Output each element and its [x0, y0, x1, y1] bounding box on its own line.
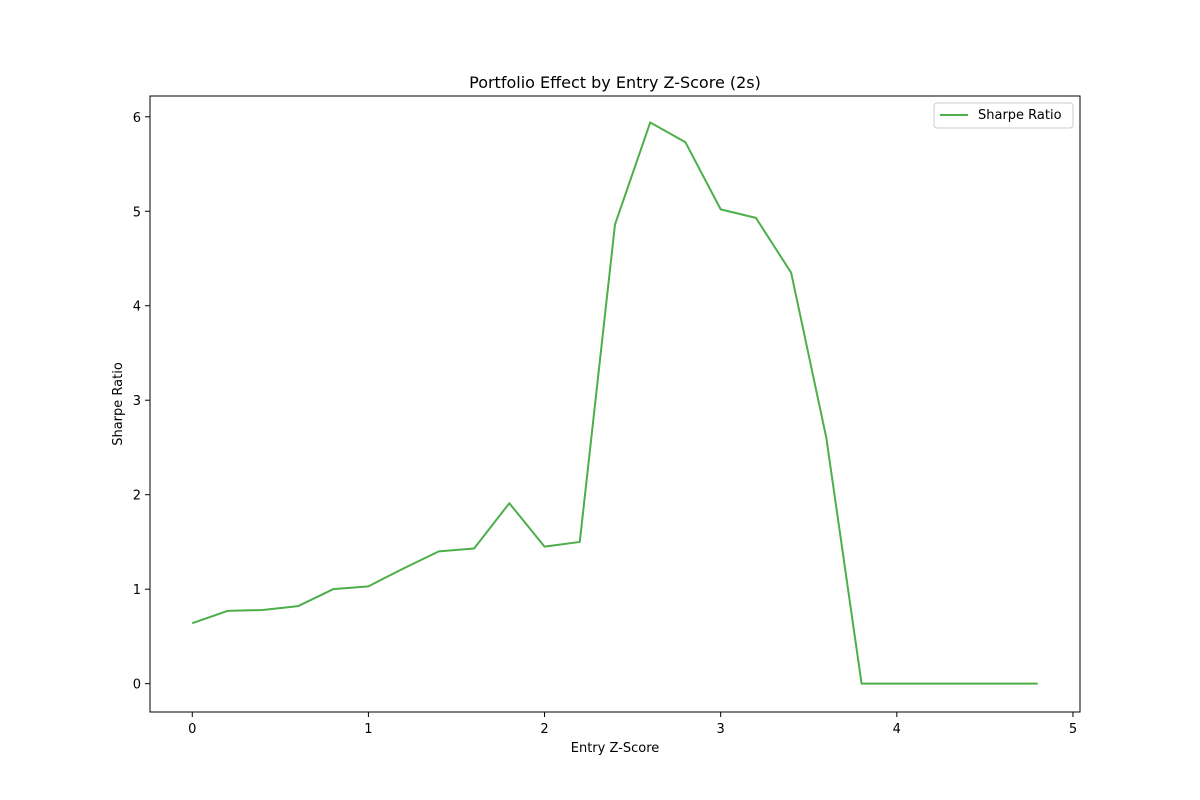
- data-point: [823, 435, 829, 441]
- y-tick-label: 3: [133, 394, 141, 409]
- y-axis-label: Sharpe Ratio: [111, 362, 126, 446]
- data-point: [471, 546, 477, 552]
- x-tick-label: 1: [364, 722, 372, 737]
- x-tick-label: 0: [188, 722, 196, 737]
- data-point: [295, 603, 301, 609]
- data-point: [859, 681, 865, 687]
- y-tick-label: 1: [133, 583, 141, 598]
- data-point: [788, 270, 794, 276]
- series-layer: [189, 119, 1041, 687]
- y-tick-label: 0: [133, 678, 141, 693]
- legend-label: Sharpe Ratio: [978, 108, 1062, 123]
- y-axis: 0 1 2 3 4 5 6: [133, 111, 150, 693]
- y-tick-label: 4: [133, 300, 141, 315]
- data-point: [612, 221, 618, 227]
- data-point: [1035, 681, 1041, 687]
- y-tick-label: 5: [133, 205, 141, 220]
- data-point: [506, 500, 512, 506]
- data-point: [401, 565, 407, 571]
- chart-title: Portfolio Effect by Entry Z-Score (2s): [469, 73, 761, 92]
- legend: Sharpe Ratio: [933, 102, 1074, 129]
- x-tick-label: 3: [717, 722, 725, 737]
- data-point: [682, 139, 688, 145]
- data-point: [753, 215, 759, 221]
- data-point: [225, 608, 231, 614]
- legend-box: [933, 102, 1074, 129]
- data-point: [189, 620, 195, 626]
- data-point: [542, 544, 548, 550]
- data-point: [260, 607, 266, 613]
- x-tick-label: 5: [1069, 722, 1077, 737]
- data-point: [964, 681, 970, 687]
- data-point: [718, 206, 724, 212]
- x-tick-label: 4: [893, 722, 901, 737]
- plot-frame: [149, 95, 1081, 713]
- series-line-sharpe-ratio: [191, 121, 1038, 685]
- y-tick-label: 2: [133, 489, 141, 504]
- data-point: [894, 681, 900, 687]
- x-axis: 0 1 2 3 4 5: [188, 712, 1077, 737]
- data-point: [647, 119, 653, 125]
- y-tick-label: 6: [133, 111, 141, 126]
- data-point: [1000, 681, 1006, 687]
- data-point: [365, 583, 371, 589]
- x-axis-label: Entry Z-Score: [571, 741, 660, 756]
- data-point: [330, 586, 336, 592]
- data-point: [436, 548, 442, 554]
- data-point: [929, 681, 935, 687]
- x-tick-label: 2: [540, 722, 548, 737]
- data-point: [577, 539, 583, 545]
